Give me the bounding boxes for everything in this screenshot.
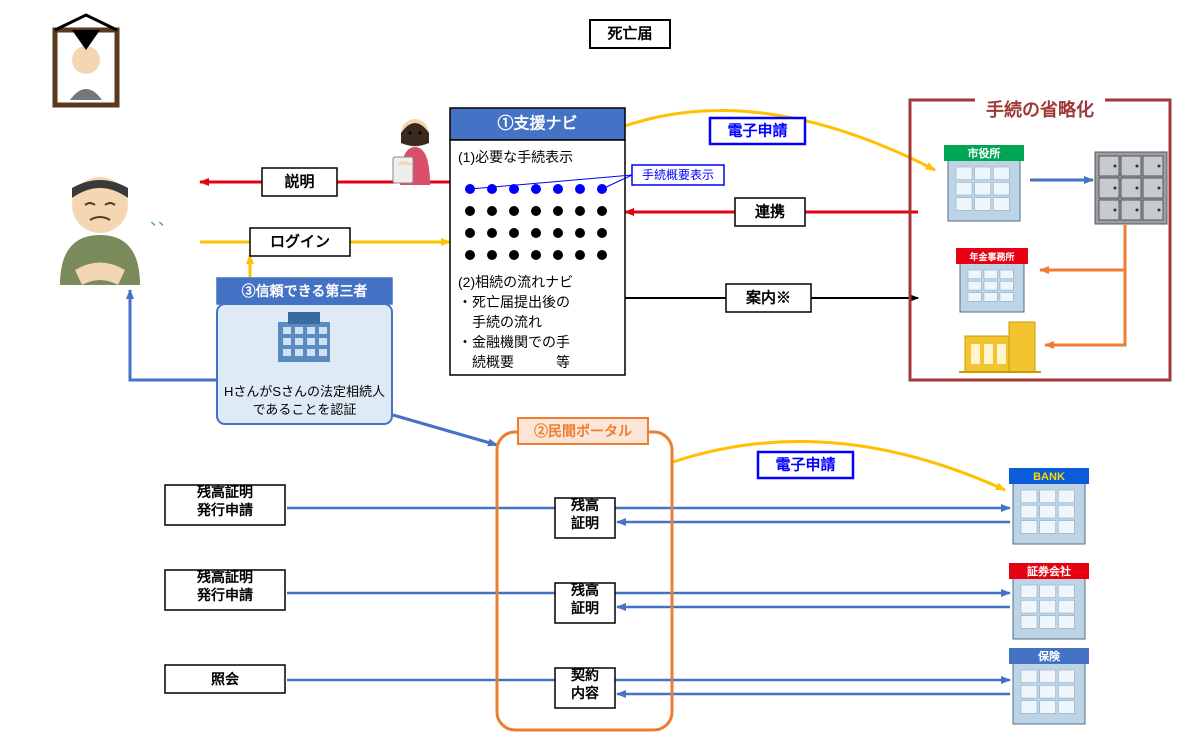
simplify-frame (910, 100, 1170, 380)
building-bank: BANK (1009, 468, 1089, 544)
svg-text:残高: 残高 (571, 582, 599, 598)
svg-text:内容: 内容 (571, 685, 599, 701)
svg-text:ログイン: ログイン (270, 233, 330, 251)
svg-text:説明: 説明 (284, 173, 314, 191)
svg-text:死亡届: 死亡届 (607, 25, 652, 43)
svg-text:市役所: 市役所 (968, 146, 1001, 160)
building-cityhall: 市役所 (944, 145, 1024, 221)
response-contract: 契約内容 (555, 667, 615, 708)
svg-text:連携: 連携 (755, 203, 785, 221)
svg-text:、、: 、、 (150, 212, 174, 229)
arrow (130, 290, 217, 380)
building-insurance: 保険 (1009, 648, 1089, 724)
navi-line: ・死亡届提出後の (458, 294, 570, 310)
arrow (1045, 225, 1125, 345)
svg-text:③信頼できる第三者: ③信頼できる第三者 (242, 283, 368, 299)
lockers-icon (1095, 152, 1167, 224)
third-text: HさんがSさんの法定相続人 (224, 384, 385, 399)
eapp1: 電子申請 (710, 118, 805, 144)
svg-text:証明: 証明 (571, 600, 599, 616)
simplify-title: 手続の省略化 (986, 99, 1094, 120)
staff-icon (393, 119, 430, 185)
response-balance-2: 残高証明 (555, 582, 615, 623)
svg-text:契約: 契約 (570, 667, 599, 683)
guide: 案内※ (726, 284, 811, 312)
svg-text:照会: 照会 (211, 671, 240, 687)
login: ログイン (250, 228, 350, 256)
svg-text:保険: 保険 (1037, 649, 1061, 663)
svg-text:BANK: BANK (1033, 471, 1065, 483)
svg-text:電子申請: 電子申請 (775, 456, 835, 474)
portrait-icon (55, 15, 117, 105)
portal-header: ②民間ポータル (518, 418, 648, 444)
navi-line: (1)必要な手続表示 (458, 149, 573, 165)
arrow (1040, 225, 1125, 270)
third-header: ③信頼できる第三者 (217, 278, 392, 304)
svg-text:案内※: 案内※ (745, 289, 791, 307)
svg-text:発行申請: 発行申請 (196, 502, 253, 518)
building-pension: 年金事務所 (956, 248, 1028, 312)
svg-text:①支援ナビ: ①支援ナビ (497, 114, 577, 133)
person-heir-icon: 、、 (60, 177, 174, 285)
svg-text:残高証明: 残高証明 (197, 484, 253, 500)
navi-line: 続概要 等 (458, 354, 570, 370)
svg-text:証明: 証明 (571, 515, 599, 531)
svg-text:電子申請: 電子申請 (727, 122, 787, 140)
svg-text:手続概要表示: 手続概要表示 (642, 168, 714, 182)
eapp2: 電子申請 (758, 452, 853, 478)
svg-text:②民間ポータル: ②民間ポータル (534, 423, 632, 439)
request-balance-2: 残高証明発行申請 (165, 569, 285, 610)
request-balance-1: 残高証明発行申請 (165, 484, 285, 525)
navi-line: ・金融機関での手 (458, 334, 570, 350)
title-box: 死亡届 (590, 20, 670, 48)
third-text: であることを認証 (253, 402, 357, 417)
svg-text:年金事務所: 年金事務所 (969, 251, 1014, 262)
response-balance-1: 残高証明 (555, 497, 615, 538)
navi-line: (2)相続の流れナビ (458, 274, 573, 290)
arrow (393, 415, 497, 445)
building-tax (959, 322, 1041, 372)
navi-line: 手続の流れ (458, 314, 542, 330)
link: 連携 (735, 198, 805, 226)
navi-header: ①支援ナビ (450, 108, 625, 140)
building-securities: 証券会社 (1009, 563, 1089, 639)
navi-tooltip: 手続概要表示 (632, 165, 724, 185)
request-inquiry: 照会 (165, 665, 285, 693)
svg-text:残高証明: 残高証明 (197, 569, 253, 585)
explain: 説明 (262, 168, 337, 196)
svg-text:残高: 残高 (571, 497, 599, 513)
svg-text:証券会社: 証券会社 (1027, 564, 1071, 578)
svg-text:発行申請: 発行申請 (196, 587, 253, 603)
